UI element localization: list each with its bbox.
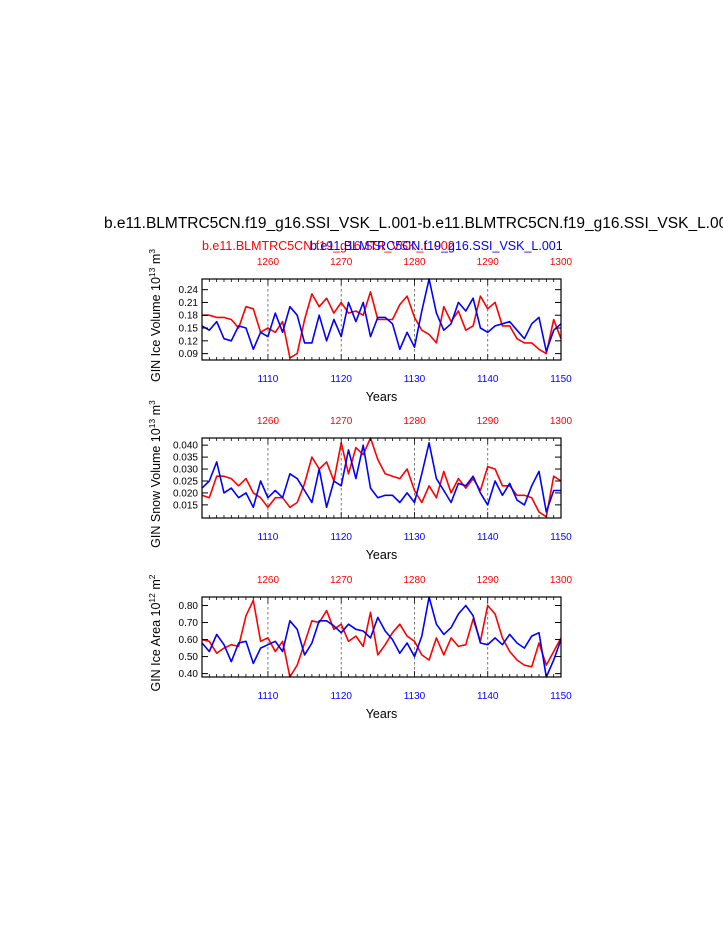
x-tick-label-top: 1260 <box>257 575 280 586</box>
x-tick-label-bottom: 1120 <box>330 374 352 385</box>
y-tick-label: 0.015 <box>173 500 198 511</box>
y-tick-label: 0.24 <box>179 285 199 296</box>
plot-frame <box>201 596 562 678</box>
x-tick-label-bottom: 1140 <box>477 374 499 385</box>
x-tick-label-top: 1290 <box>477 257 500 268</box>
x-tick-label-bottom: 1150 <box>550 532 572 543</box>
y-axis-title-part: 13 <box>147 419 157 429</box>
y-axis-title-part: 3 <box>147 400 157 405</box>
y-axis-title-part: GIN Ice Area 10 <box>149 603 163 692</box>
x-tick-label-top: 1270 <box>330 575 353 586</box>
x-tick-label-bottom: 1120 <box>330 691 352 702</box>
y-tick-label: 0.18 <box>179 311 199 322</box>
y-tick-label: 0.15 <box>179 324 199 335</box>
x-tick-label-bottom: 1110 <box>258 691 279 702</box>
x-tick-label-bottom: 1120 <box>330 532 352 543</box>
x-tick-label-bottom: 1110 <box>258 374 279 385</box>
y-tick-label: 0.70 <box>179 618 199 629</box>
x-tick-label-bottom: 1150 <box>550 691 572 702</box>
x-tick-label-top: 1290 <box>477 575 500 586</box>
y-tick-label: 0.80 <box>179 601 199 612</box>
y-axis-title-part: 13 <box>147 267 157 277</box>
figure-title-band: b.e11.BLMTRC5CN.f19_g16.SSI_VSK_L.001-b.… <box>0 212 723 234</box>
x-tick-label-top: 1280 <box>403 575 426 586</box>
y-axis-title-part: m <box>149 405 163 419</box>
series-line-blue <box>201 278 562 353</box>
x-tick-label-bottom: 1140 <box>477 691 499 702</box>
y-tick-label: 0.21 <box>179 298 199 309</box>
x-tick-label-bottom: 1150 <box>550 374 572 385</box>
series-line-blue <box>201 441 561 513</box>
x-axis-title: Years <box>366 707 398 721</box>
series-line-blue <box>201 596 562 678</box>
x-axis-title: Years <box>366 390 398 404</box>
x-tick-label-top: 1260 <box>257 416 280 427</box>
plot-frame <box>201 278 562 361</box>
y-axis-title-part: GIN Snow Volume 10 <box>149 428 163 548</box>
y-tick-label: 0.09 <box>179 349 199 360</box>
y-axis-title: GIN Snow Volume 1013 m3 <box>147 400 163 548</box>
y-tick-label: 0.035 <box>173 453 198 464</box>
y-tick-label: 0.020 <box>173 488 198 499</box>
series-line-red <box>202 290 562 359</box>
case-label-blue: b.e11.BLMTRC5CN.f19_g16.SSI_VSK_L.001 <box>310 239 563 253</box>
y-tick-label: 0.40 <box>179 669 199 680</box>
x-tick-label-top: 1300 <box>550 575 573 586</box>
x-tick-label-bottom: 1110 <box>258 532 279 543</box>
x-tick-label-top: 1300 <box>550 257 573 268</box>
y-tick-label: 0.12 <box>179 336 199 347</box>
y-axis-title-part: 12 <box>147 593 157 603</box>
y-axis-title-part: 2 <box>147 574 157 579</box>
x-tick-label-top: 1270 <box>330 257 353 268</box>
y-tick-label: 0.025 <box>173 476 198 487</box>
x-tick-label-top: 1260 <box>257 257 280 268</box>
x-tick-label-top: 1270 <box>330 416 353 427</box>
series-line-red <box>201 599 562 678</box>
x-tick-label-bottom: 1130 <box>404 532 426 543</box>
x-tick-label-top: 1300 <box>550 416 573 427</box>
x-tick-label-bottom: 1130 <box>404 691 426 702</box>
y-axis-title-part: 3 <box>147 249 157 254</box>
y-axis-title-part: m <box>149 579 163 593</box>
x-tick-label-top: 1280 <box>403 416 426 427</box>
figure-title: b.e11.BLMTRC5CN.f19_g16.SSI_VSK_L.001-b.… <box>104 215 723 232</box>
y-axis-title-part: GIN Ice Volume 10 <box>149 277 163 382</box>
case-label-red: b.e11.BLMTRC5CN.f19_g16.SSI_VSK_L.002 <box>202 239 455 253</box>
y-axis-title: GIN Ice Volume 1013 m3 <box>147 249 163 382</box>
y-tick-label: 0.50 <box>179 652 199 663</box>
series-line-red <box>201 437 562 518</box>
y-axis-title: GIN Ice Area 1012 m2 <box>147 574 163 691</box>
x-axis-title: Years <box>366 548 398 562</box>
y-tick-label: 0.030 <box>173 465 198 476</box>
x-tick-label-bottom: 1140 <box>477 532 499 543</box>
x-tick-label-top: 1280 <box>403 257 426 268</box>
x-tick-label-bottom: 1130 <box>404 374 426 385</box>
y-tick-label: 0.60 <box>179 635 199 646</box>
plot-frame <box>201 437 562 519</box>
y-axis-title-part: m <box>149 254 163 268</box>
x-tick-label-top: 1290 <box>477 416 500 427</box>
y-tick-label: 0.040 <box>173 441 198 452</box>
